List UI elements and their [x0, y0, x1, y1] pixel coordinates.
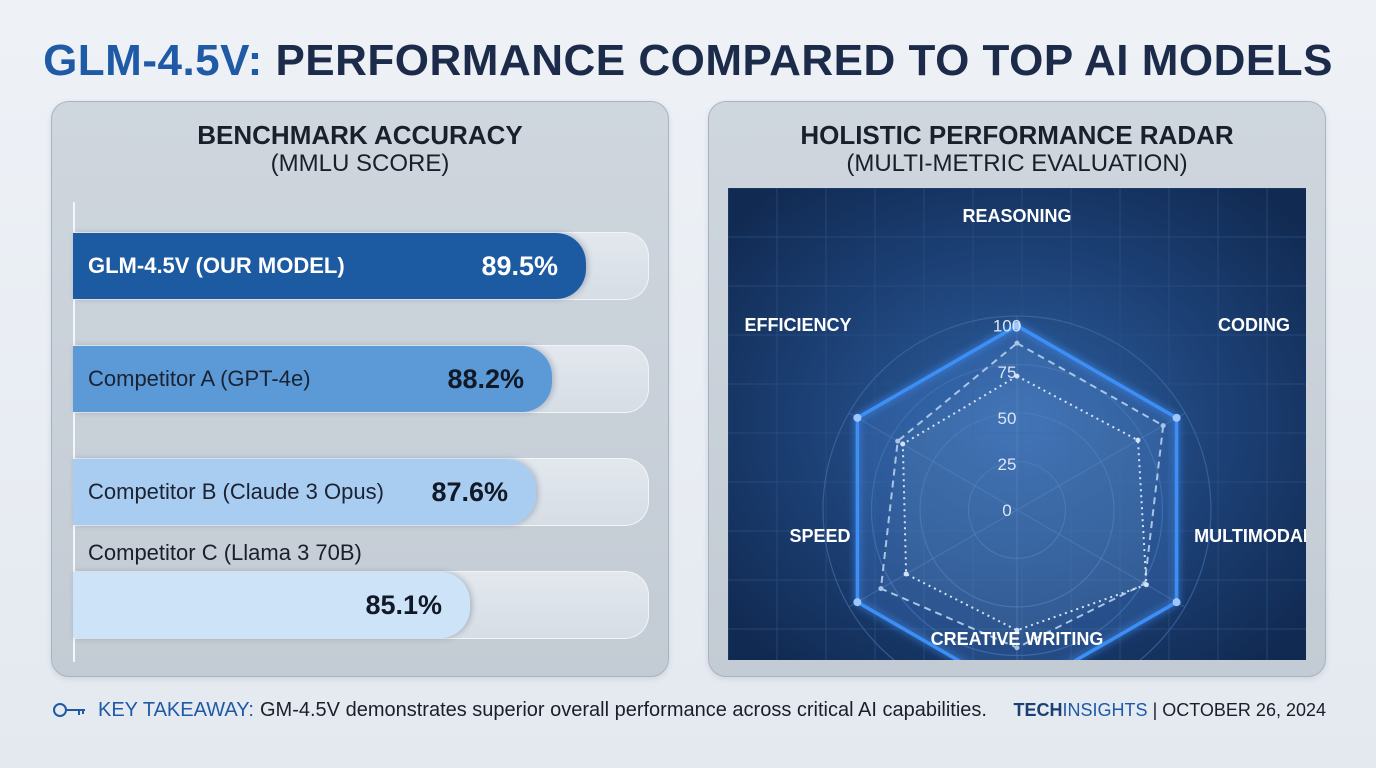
radar-point-0-5	[853, 413, 862, 422]
bar-chart-subtitle: (MMLU SCORE)	[270, 150, 450, 177]
radar-canvas: 0 25 50 75 100 REASONING CODING MULTIMODAL CREA…	[728, 188, 1306, 660]
bar-track-1: Competitor A (GPT-4e) 88.2%	[73, 345, 649, 413]
key-takeaway-label: KEY TAKEAWAY:	[98, 698, 254, 721]
bar-value-1: 88.2%	[447, 363, 524, 394]
radar-point-2-5	[900, 441, 906, 447]
bar-label-2: Competitor B (Claude 3 Opus)	[88, 479, 384, 504]
radar-point-2-0	[1014, 373, 1020, 379]
bar-value-0: 89.5%	[481, 250, 558, 281]
brand-date: TECH INSIGHTS | OCTOBER 26, 2024	[1014, 697, 1326, 723]
radar-point-2-2	[1143, 582, 1149, 588]
radar-axis-label-2: MULTIMODAL	[1194, 526, 1306, 546]
radar-point-0-2	[1172, 598, 1181, 607]
title-rest: PERFORMANCE COMPARED TO TOP AI MODELS	[262, 36, 1333, 85]
bar-0	[73, 233, 586, 299]
bar-axis-line	[73, 202, 75, 662]
radar-point-0-0	[1013, 321, 1021, 330]
radar-point-1-3	[1014, 645, 1020, 651]
radar-chart-title: HOLISTIC PERFORMANCE RADAR	[800, 120, 1234, 150]
bar-1	[73, 346, 552, 412]
radar-tick-2: 50	[998, 409, 1017, 428]
bar-label-3: Competitor C (Llama 3 70B)	[88, 540, 362, 565]
radar-axis-label-1: CODING	[1218, 315, 1290, 335]
radar-point-0-4	[853, 598, 862, 607]
page-title: GLM-4.5V: PERFORMANCE COMPARED TO TOP AI…	[0, 36, 1376, 92]
radar-axis-labels: REASONING CODING MULTIMODAL CREATIVE WRITIN…	[744, 206, 1306, 649]
radar-point-0-1	[1172, 413, 1181, 422]
radar-tick-4: 100	[993, 317, 1021, 336]
bar-value-3: 85.1%	[365, 589, 442, 620]
key-takeaway: KEY TAKEAWAY: GM-4.5V demonstrates super…	[52, 697, 987, 723]
radar-series	[853, 321, 1181, 660]
radar-panel: HOLISTIC PERFORMANCE RADAR (MULTI-METRIC…	[708, 101, 1326, 677]
bar-2	[73, 459, 536, 525]
bar-label-0: GLM-4.5V (OUR MODEL)	[88, 253, 345, 278]
key-takeaway-text: GM-4.5V demonstrates superior overall pe…	[260, 698, 987, 721]
publication-date: OCTOBER 26, 2024	[1162, 699, 1326, 720]
radar-axis-label-5: EFFICIENCY	[744, 315, 851, 335]
radar-axis-label-4: SPEED	[789, 526, 850, 546]
bar-chart-title: BENCHMARK ACCURACY	[197, 120, 523, 150]
radar-axis-label-0: REASONING	[962, 206, 1071, 226]
radar-tick-0: 0	[1002, 501, 1011, 520]
radar-tick-1: 25	[998, 455, 1017, 474]
bar-3	[73, 572, 470, 638]
radar-tick-3: 75	[998, 363, 1017, 382]
bar-track-3: 85.1%	[73, 571, 649, 639]
radar-point-1-5	[895, 438, 901, 444]
bar-track-0: GLM-4.5V (OUR MODEL) 89.5%	[73, 232, 649, 300]
key-icon	[53, 703, 85, 717]
title-model-name: GLM-4.5V:	[43, 36, 263, 85]
radar-axis-label-3: CREATIVE WRITING	[931, 629, 1104, 649]
benchmark-panel: BENCHMARK ACCURACY (MMLU SCORE) GLM-4.5V…	[51, 101, 669, 677]
radar-point-2-4	[903, 571, 909, 577]
radar-point-1-4	[878, 586, 884, 592]
bar-value-2: 87.6%	[431, 476, 508, 507]
radar-point-2-3	[1014, 627, 1020, 633]
radar-point-1-0	[1014, 340, 1020, 346]
radar-chart: 0 25 50 75 100 REASONING CODING MULTIMODAL CREA…	[728, 188, 1306, 660]
radar-tick-labels: 0 25 50 75 100	[993, 317, 1021, 520]
radar-point-1-1	[1160, 423, 1166, 429]
brand-separator: |	[1152, 699, 1158, 720]
brand-name-rest: INSIGHTS	[1062, 699, 1148, 720]
brand-name-bold: TECH	[1013, 699, 1063, 720]
bar-track-2: Competitor B (Claude 3 Opus) 87.6%	[73, 458, 649, 526]
bar-label-1: Competitor A (GPT-4e)	[88, 366, 311, 391]
radar-chart-subtitle: (MULTI-METRIC EVALUATION)	[846, 150, 1188, 177]
radar-point-2-1	[1135, 437, 1141, 443]
